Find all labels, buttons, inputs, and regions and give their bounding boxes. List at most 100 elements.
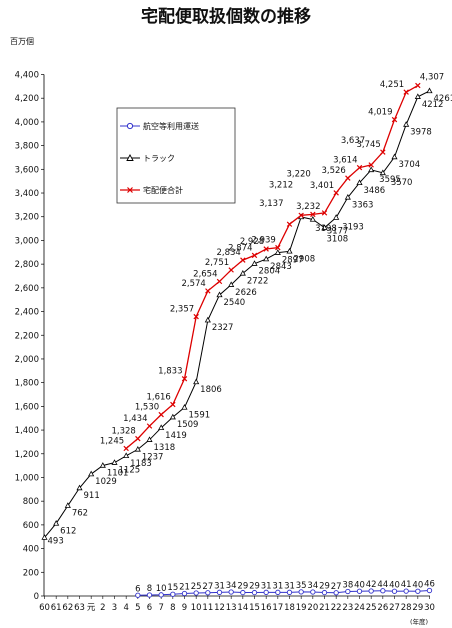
marker-truck <box>204 316 211 323</box>
air-data-label: 29 <box>249 582 260 592</box>
truck-data-label: 1125 <box>119 466 141 476</box>
marker-air <box>415 588 421 594</box>
x-tick-label: 17 <box>272 603 283 613</box>
air-data-label: 29 <box>319 582 330 592</box>
series-line-truck <box>44 90 430 538</box>
x-tick-label: 3 <box>112 603 117 613</box>
marker-air <box>275 589 281 595</box>
truck-data-label: 2908 <box>294 254 316 264</box>
marker-total <box>321 210 328 216</box>
total-data-label: 1,616 <box>146 392 170 402</box>
y-tick-label: 3,800 <box>15 142 39 152</box>
marker-total <box>333 190 339 196</box>
total-data-label: 3,212 <box>269 180 293 190</box>
y-tick-label: 1,400 <box>15 426 39 436</box>
truck-data-label: 3108 <box>327 235 349 245</box>
marker-total <box>170 401 176 408</box>
y-tick-label: 4,400 <box>15 71 39 81</box>
air-data-label: 41 <box>401 580 412 590</box>
truck-data-label: 1318 <box>154 443 176 453</box>
truck-data-label: 762 <box>72 509 88 519</box>
x-ticks: 60 61 62 63 元 2 3 4 5 6 7 8 9 10 11 12 13 14 15 16 17 18 19 20 2… <box>39 596 435 613</box>
y-tick-label: 3,000 <box>15 236 39 246</box>
marker-air <box>380 588 386 594</box>
marker-truck <box>391 153 398 160</box>
total-data-label: 1,328 <box>111 427 135 437</box>
y-axis-unit: 百万個 <box>10 36 34 46</box>
truck-data-label: 1101 <box>107 469 129 479</box>
x-tick-label: 62 <box>62 603 73 613</box>
legend-item-air: 航空等利用運送 <box>120 121 199 131</box>
x-tick-label: 4 <box>123 603 128 613</box>
marker-truck <box>274 249 281 255</box>
air-data-label: 38 <box>342 580 353 590</box>
marker-truck <box>426 87 433 94</box>
chart-title: 宅配便取扱個数の推移 <box>141 6 311 27</box>
truck-data-label: 2804 <box>259 267 281 277</box>
marker-air <box>181 590 188 597</box>
marker-air <box>135 592 141 598</box>
marker-air <box>321 589 328 596</box>
marker-truck <box>228 281 235 287</box>
x-tick-label: 16 <box>261 603 272 613</box>
total-data-label: 2,874 <box>228 243 252 253</box>
x-tick-label: 22 <box>331 603 342 613</box>
truck-data-label: 3570 <box>391 178 413 188</box>
x-tick-label: 5 <box>135 603 140 613</box>
marker-air <box>228 589 234 595</box>
legend-item-total: 宅配便合計 <box>120 185 183 195</box>
x-tick-label: 28 <box>401 603 412 613</box>
air-data-label: 40 <box>412 580 423 590</box>
truck-data-label: 1183 <box>130 459 152 469</box>
y-tick-label: 4,000 <box>15 118 39 128</box>
legend-label-air: 航空等利用運送 <box>143 121 199 131</box>
x-axis-unit: (年度) <box>410 617 428 626</box>
marker-truck <box>414 93 421 99</box>
truck-data-label: 1419 <box>165 431 187 441</box>
marker-total <box>228 267 234 273</box>
truck-data-label: 3363 <box>352 200 374 210</box>
legend-label-total: 宅配便合計 <box>143 185 183 195</box>
truck-data-label: 3978 <box>410 128 432 138</box>
air-data-label: 44 <box>377 580 388 590</box>
truck-data-label: 2843 <box>270 262 292 272</box>
legend-label-truck: トラック <box>143 154 175 163</box>
x-tick-label: 27 <box>389 603 400 613</box>
total-data-label: 2,939 <box>251 236 275 246</box>
marker-truck <box>286 247 293 254</box>
x-tick-label: 24 <box>354 603 365 613</box>
marker-air <box>298 589 304 595</box>
air-data-label: 31 <box>272 581 283 591</box>
truck-data-label: 4212 <box>422 100 444 110</box>
marker-total <box>216 278 223 285</box>
marker-total <box>310 211 316 218</box>
total-data-label: 3,232 <box>296 202 320 212</box>
x-tick-label: 25 <box>366 603 377 613</box>
total-data-label: 3,637 <box>341 136 365 146</box>
series-line-total <box>125 84 419 449</box>
air-data-label: 6 <box>135 584 140 594</box>
total-data-label: 1,833 <box>158 367 182 377</box>
y-tick-label: 1,600 <box>15 402 39 412</box>
truck-data-label: 1591 <box>189 410 211 420</box>
y-tick-label: 600 <box>23 521 39 531</box>
air-data-label: 21 <box>179 583 190 593</box>
x-tick-label: 60 <box>39 603 50 613</box>
marker-total <box>146 423 153 429</box>
y-tick-label: 400 <box>23 545 39 555</box>
air-data-label: 10 <box>156 584 167 594</box>
marker-truck <box>134 445 141 452</box>
total-data-label: 1,434 <box>123 414 147 424</box>
total-data-label: 2,357 <box>170 305 194 315</box>
truck-data-label: 493 <box>48 537 64 547</box>
total-data-label: 2,751 <box>205 258 229 268</box>
marker-air <box>403 588 409 594</box>
x-tick-label: 13 <box>226 603 237 613</box>
legend-marker-total <box>127 187 133 193</box>
marker-air <box>170 591 176 597</box>
y-tick-label: 1,000 <box>15 473 39 483</box>
x-tick-label: 63 <box>74 603 85 613</box>
marker-truck <box>99 462 106 468</box>
air-data-label: 27 <box>202 582 213 592</box>
